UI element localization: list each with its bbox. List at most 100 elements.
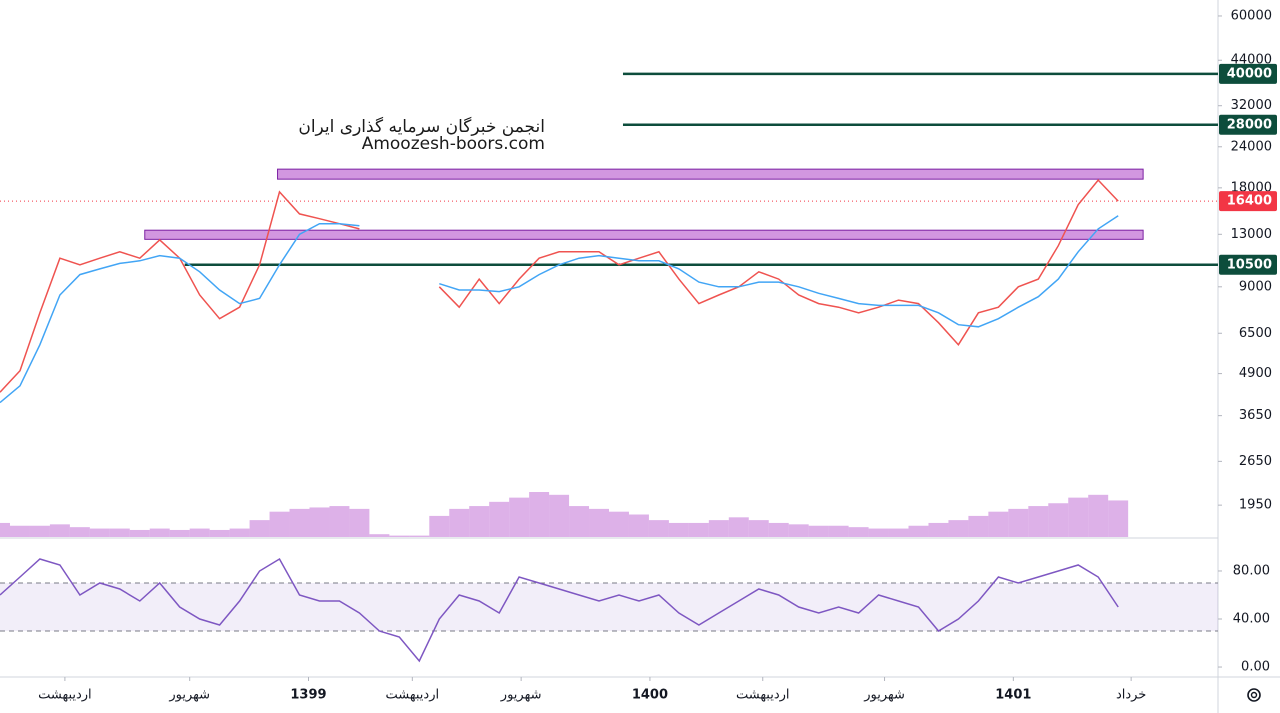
x-tick-label: شهریور	[500, 688, 542, 703]
volume-bar	[469, 506, 490, 537]
volume-bar	[988, 511, 1009, 537]
level-label: 28000	[1227, 117, 1272, 132]
y-tick-label: 6500	[1239, 326, 1272, 341]
volume-bar	[429, 515, 450, 537]
x-tick-label: اردیبهشت	[386, 688, 440, 703]
volume-bar	[349, 508, 370, 537]
y-tick-label: 32000	[1231, 98, 1272, 113]
zone	[144, 229, 1144, 240]
rsi-tick-label: 80.00	[1233, 563, 1270, 578]
level-label-box	[1219, 63, 1277, 84]
volume-bar	[1068, 497, 1089, 537]
x-tick-label: خرداد	[1116, 688, 1146, 703]
y-tick-label: 2650	[1239, 454, 1272, 469]
volume-bar	[329, 506, 350, 537]
level-label: 40000	[1227, 66, 1272, 81]
settings-icon[interactable]	[1247, 688, 1261, 702]
volume-bar	[189, 528, 210, 537]
volume-bar	[1008, 508, 1029, 537]
volume-bar	[549, 494, 570, 537]
level-label-box	[1219, 191, 1277, 212]
y-tick-label: 13000	[1231, 227, 1272, 242]
x-tick-label: 1399	[290, 688, 326, 703]
volume-bar	[489, 501, 510, 537]
volume-bar	[449, 508, 470, 537]
y-tick-label: 9000	[1239, 279, 1272, 294]
volume-bar	[389, 535, 410, 537]
volume-bar	[1108, 500, 1129, 537]
x-tick-label: شهریور	[168, 688, 210, 703]
volume-bar	[0, 522, 10, 537]
volume-bar	[209, 529, 230, 537]
volume-bar	[868, 528, 889, 537]
volume-bar	[49, 524, 70, 537]
volume-bar	[109, 528, 130, 537]
volume-bar	[1048, 503, 1069, 537]
rsi-tick-label: 0.00	[1241, 660, 1270, 675]
volume-bar	[529, 492, 550, 537]
volume-bar	[828, 525, 849, 537]
volume-bar	[808, 525, 829, 537]
watermark: انجمن خبرگان سرمایه گذاری ایران	[298, 116, 545, 137]
volume-bar	[748, 520, 769, 537]
volume-bar	[149, 528, 170, 537]
volume-bar	[129, 529, 150, 537]
volume-bar	[89, 528, 110, 537]
volume-bar	[1088, 494, 1109, 537]
volume-bar	[668, 522, 689, 537]
volume-bar	[708, 520, 729, 537]
rsi-tick-label: 40.00	[1233, 612, 1270, 627]
volume-bar	[1028, 506, 1049, 537]
volume-bar	[249, 520, 270, 537]
level-label-box	[1219, 114, 1277, 135]
volume-bar	[589, 508, 609, 537]
y-tick-label: 24000	[1231, 139, 1272, 154]
volume-bar	[289, 508, 310, 537]
volume-bar	[229, 528, 250, 537]
volume-bar	[569, 506, 590, 537]
volume-bar	[848, 527, 869, 537]
x-tick-label: شهریور	[863, 688, 905, 703]
volume-bar	[628, 514, 649, 537]
volume-bar	[309, 507, 330, 537]
price-line	[0, 215, 1119, 404]
x-tick-label: اردیبهشت	[38, 688, 92, 703]
x-tick-label: 1400	[632, 688, 668, 703]
y-tick-label: 1950	[1239, 498, 1272, 513]
settings-icon[interactable]	[1247, 688, 1261, 702]
y-tick-label: 60000	[1231, 8, 1272, 23]
volume-bar	[648, 520, 669, 537]
volume-bar	[29, 525, 50, 537]
volume-bar	[948, 520, 969, 537]
watermark: Amoozesh-boors.com	[362, 134, 545, 154]
volume-bar	[788, 524, 809, 537]
volume-bar	[928, 522, 949, 537]
zone	[277, 168, 1144, 180]
x-tick-label: اردیبهشت	[736, 688, 790, 703]
volume-bar	[169, 529, 190, 537]
level-label-box	[1219, 254, 1277, 275]
volume-bar	[609, 511, 629, 537]
volume-bar	[768, 522, 789, 537]
rsi-band	[0, 582, 1218, 632]
volume-bar	[69, 527, 90, 537]
volume-bar	[728, 517, 749, 537]
y-tick-label: 4900	[1239, 366, 1272, 381]
settings-icon[interactable]	[1250, 691, 1258, 699]
x-tick-label: 1401	[995, 688, 1031, 703]
volume-bar	[409, 535, 430, 537]
volume-bar	[888, 528, 909, 537]
volume-bar	[509, 497, 530, 537]
rsi-line	[0, 557, 1119, 663]
volume-bar	[688, 522, 709, 537]
volume-bar	[369, 534, 390, 537]
volume-bar	[269, 511, 290, 537]
level-label: 10500	[1227, 257, 1272, 272]
volume-bar	[968, 515, 989, 537]
volume-bar	[9, 525, 30, 537]
y-tick-label: 3650	[1239, 408, 1272, 423]
volume-bar	[908, 525, 929, 537]
level-label: 16400	[1227, 194, 1272, 209]
price-line	[0, 178, 1119, 393]
